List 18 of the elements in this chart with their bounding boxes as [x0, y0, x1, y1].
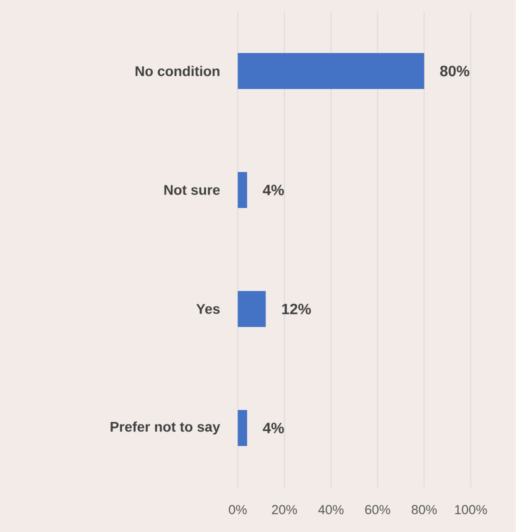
data-label: 80% — [440, 66, 470, 76]
x-tick-label: 80% — [412, 505, 437, 514]
x-tick-label: 40% — [318, 505, 344, 514]
y-tick-label: Not sure — [164, 185, 220, 195]
data-label: 12% — [282, 304, 311, 314]
y-tick-label: Prefer not to say — [110, 421, 220, 435]
bar — [238, 291, 266, 328]
bar — [238, 53, 424, 90]
x-tick-label: 60% — [365, 505, 390, 514]
x-tick-label: 100% — [455, 505, 488, 514]
x-tick-label: 0% — [228, 505, 247, 514]
bar — [238, 172, 248, 208]
data-label: 4% — [262, 422, 284, 434]
bar — [238, 410, 248, 446]
x-tick-label: 20% — [272, 505, 298, 514]
y-tick-label: Yes — [196, 304, 220, 314]
y-tick-label: No condition — [136, 66, 220, 76]
data-label: 4% — [262, 184, 284, 196]
